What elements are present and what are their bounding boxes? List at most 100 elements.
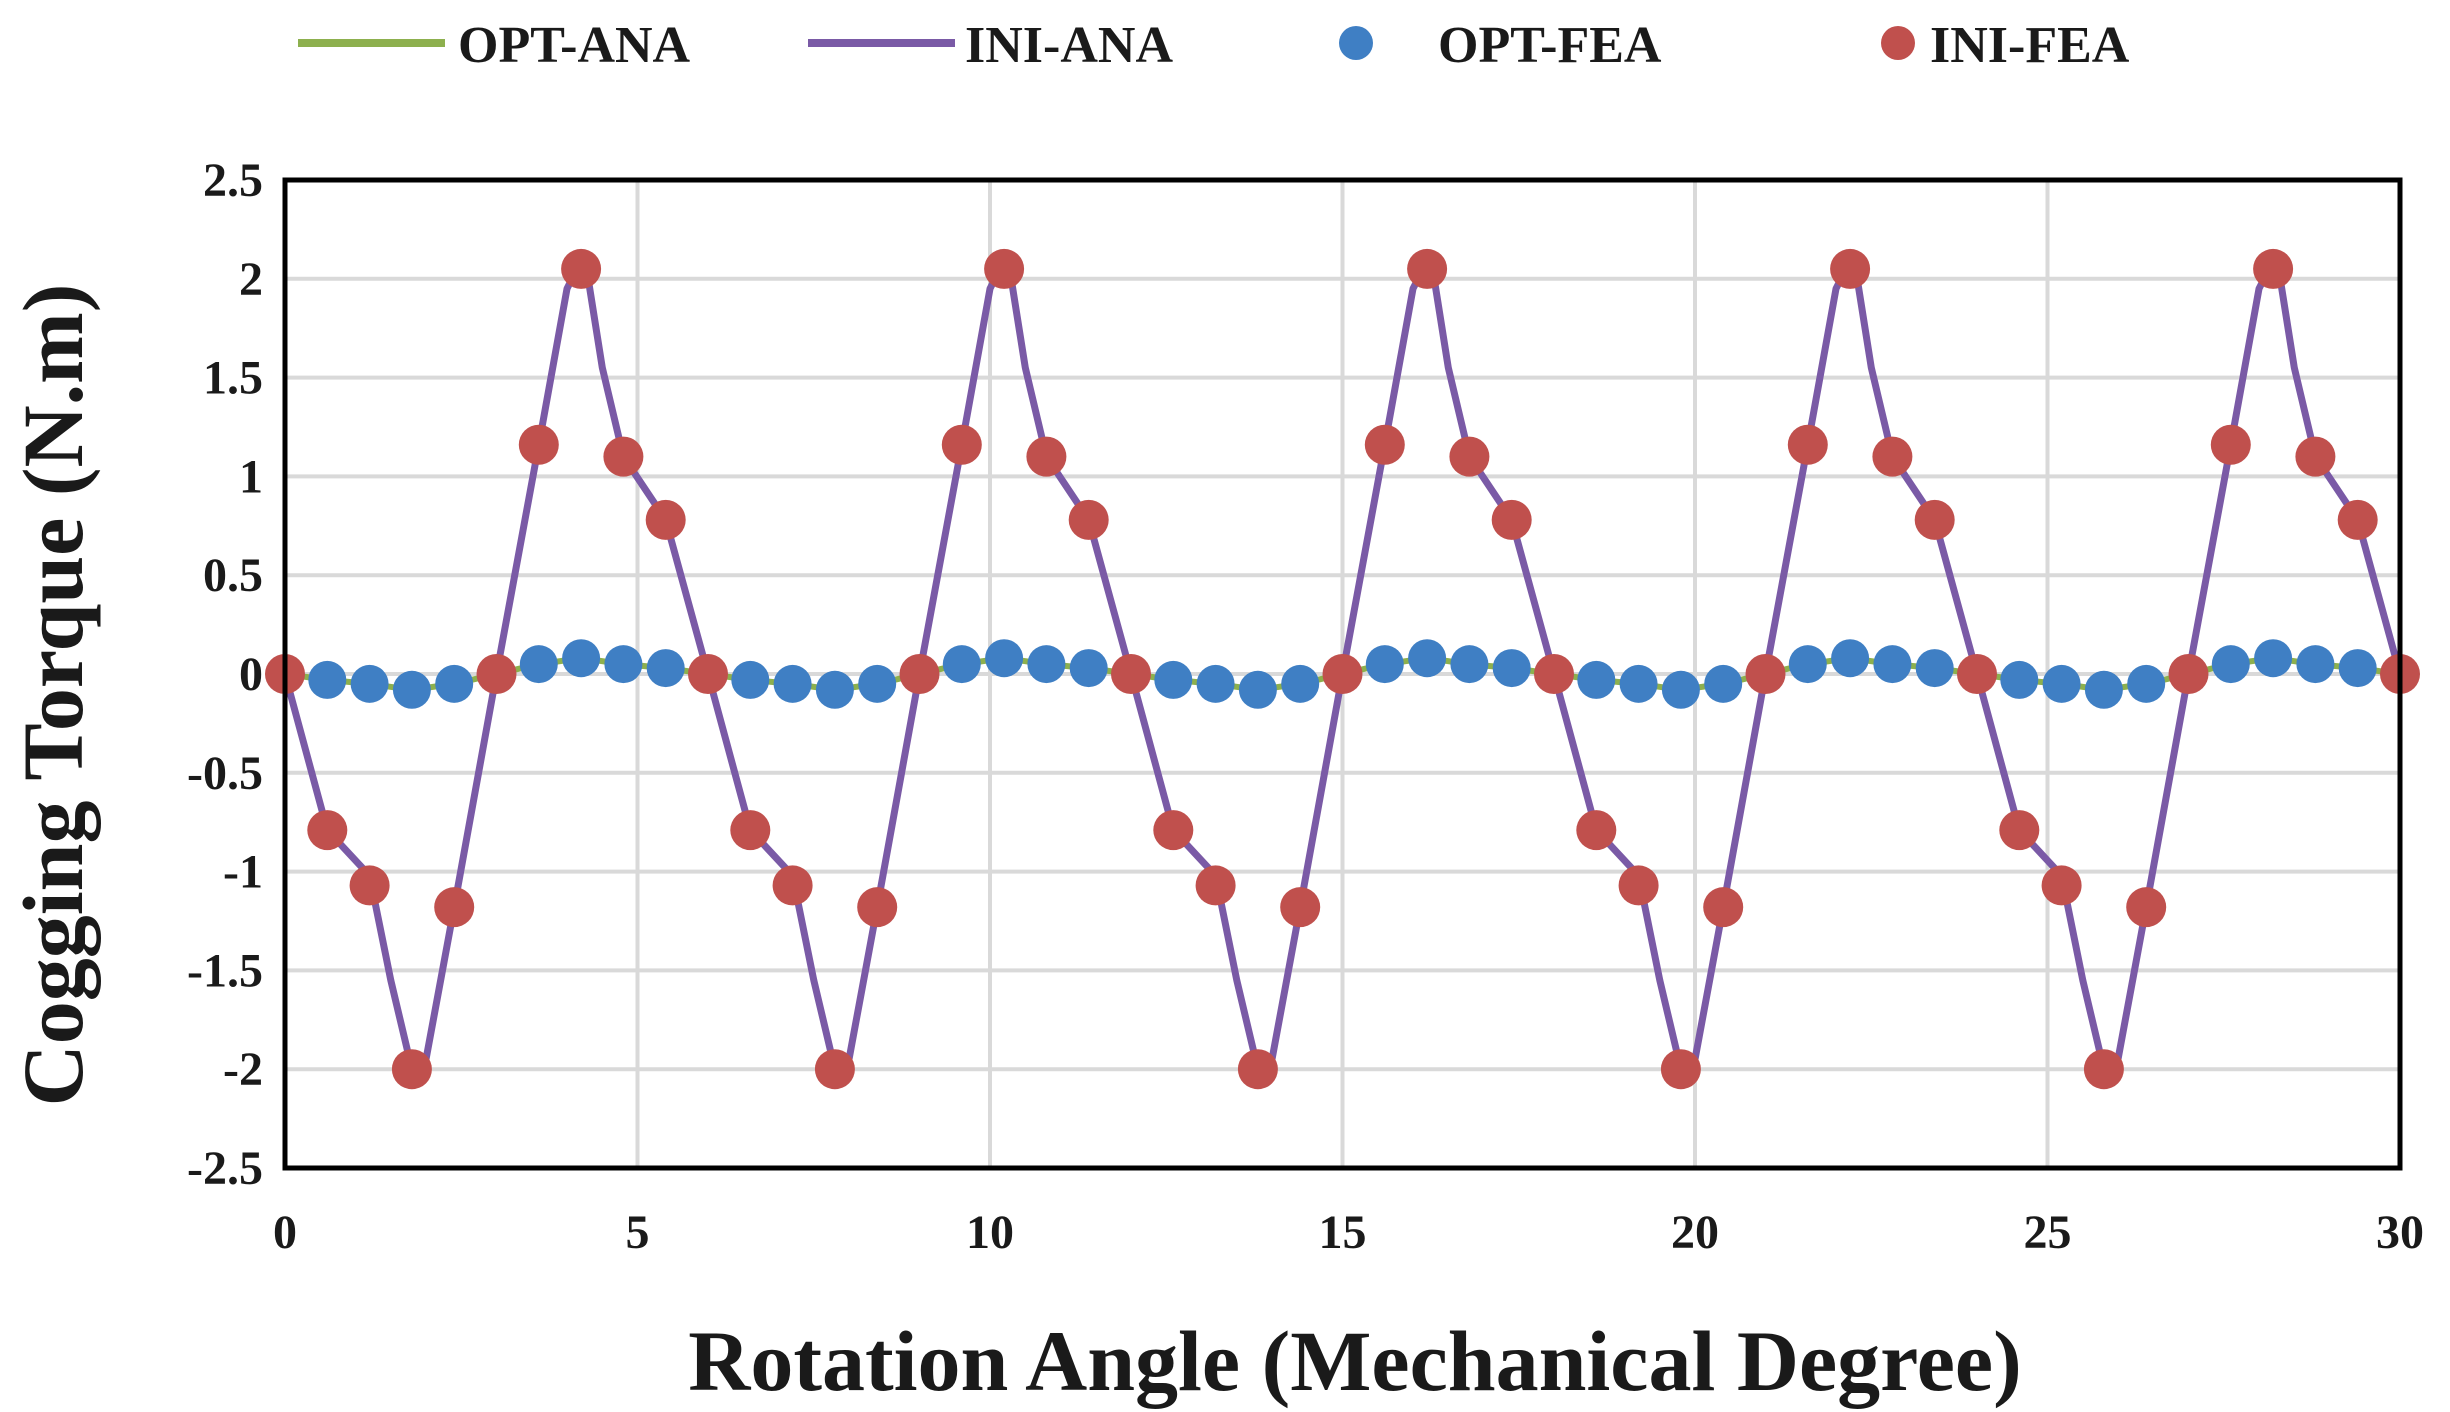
opt-fea-point — [435, 664, 474, 703]
opt-fea-point — [350, 664, 389, 703]
ini-fea-point — [1914, 499, 1955, 540]
ini-fea-point — [1618, 865, 1659, 906]
legend-label-opt-ana: OPT-ANA — [458, 17, 691, 74]
ini-fea-point — [307, 810, 348, 851]
ini-fea-point — [561, 248, 602, 289]
opt-fea-point — [562, 639, 601, 678]
opt-fea-point — [646, 649, 685, 688]
opt-fea-point — [2254, 639, 2293, 678]
opt-fea-point — [1577, 660, 1616, 699]
opt-fea-point — [1619, 664, 1658, 703]
y-tick-label: 2.5 — [203, 154, 263, 207]
series-ini-ana — [281, 265, 2404, 1077]
x-axis-title: Rotation Angle (Mechanical Degree) — [688, 1313, 2022, 1409]
ini-fea-point — [1364, 424, 1405, 465]
opt-fea-point — [1661, 670, 1700, 709]
ini-ana-line — [281, 265, 2404, 1077]
opt-fea-point — [2296, 645, 2335, 684]
ini-fea-point — [2337, 499, 2378, 540]
legend-label-ini-fea: INI-FEA — [1930, 17, 2130, 74]
ini-fea-point — [1068, 499, 1109, 540]
opt-fea-point — [1831, 639, 1870, 678]
opt-fea-point — [1704, 664, 1743, 703]
opt-fea-point — [1408, 639, 1447, 678]
opt-fea-point — [1365, 645, 1404, 684]
opt-fea-point — [519, 645, 558, 684]
ini-fea-point — [1999, 810, 2040, 851]
opt-fea-point — [1069, 649, 1108, 688]
y-tick-label: -0.5 — [187, 747, 263, 800]
ini-fea-point — [1111, 654, 1151, 694]
x-tick-label: 0 — [273, 1206, 297, 1259]
opt-fea-point — [1450, 645, 1489, 684]
opt-fea-point — [1915, 649, 1954, 688]
y-tick-label: -2 — [223, 1043, 263, 1096]
ini-fea-point — [941, 424, 982, 465]
legend-label-opt-fea: OPT-FEA — [1438, 17, 1662, 74]
ini-fea-point — [1745, 654, 1786, 694]
ini-fea-point — [857, 887, 898, 928]
x-tick-label: 5 — [626, 1206, 650, 1259]
opt-fea-point — [942, 645, 981, 684]
ini-fea-point — [1407, 248, 1448, 289]
ini-fea-point — [391, 1049, 432, 1090]
ini-fea-point — [1872, 436, 1913, 477]
ini-fea-point — [1026, 436, 1067, 477]
ini-fea-point — [688, 654, 728, 694]
opt-fea-point — [1027, 645, 1066, 684]
opt-fea-point — [1154, 660, 1193, 699]
opt-fea-point — [2338, 649, 2377, 688]
opt-fea-point — [308, 660, 347, 699]
series-ini-fea — [265, 248, 2420, 1090]
plot-area-frame — [282, 177, 2403, 1171]
ini-fea-point — [476, 654, 517, 694]
ini-fea-point — [772, 865, 813, 906]
opt-fea-point — [1281, 664, 1320, 703]
opt-fea-point — [604, 645, 643, 684]
opt-fea-point — [731, 660, 770, 699]
ini-fea-point — [2041, 865, 2082, 906]
ini-fea-point — [1703, 887, 1744, 928]
ini-fea-point — [603, 436, 644, 477]
ini-fea-point — [518, 424, 559, 465]
ini-fea-point — [1491, 499, 1532, 540]
y-axis-title: Cogging Torque (N.m) — [5, 284, 101, 1107]
opt-fea-point — [2127, 664, 2166, 703]
ini-fea-point — [1449, 436, 1490, 477]
ini-fea-point — [2168, 654, 2209, 694]
opt-fea-point — [858, 664, 897, 703]
ini-fea-point — [984, 248, 1025, 289]
ini-fea-point — [1576, 810, 1617, 851]
legend-swatch-ini-fea — [1881, 26, 1915, 60]
ini-fea-point — [2126, 887, 2167, 928]
legend-swatch-opt-fea — [1339, 26, 1373, 60]
ini-fea-point — [645, 499, 686, 540]
ini-fea-point — [2210, 424, 2251, 465]
y-tick-label: 1 — [239, 450, 263, 503]
y-tick-label: 0.5 — [203, 549, 263, 602]
legend-label-ini-ana: INI-ANA — [965, 17, 1173, 74]
y-tick-label: -2.5 — [187, 1142, 263, 1195]
opt-fea-point — [985, 639, 1024, 678]
x-tick-label: 30 — [2376, 1206, 2424, 1259]
x-tick-label: 15 — [1319, 1206, 1367, 1259]
ini-fea-point — [1322, 654, 1363, 694]
y-tick-label: 2 — [239, 253, 263, 306]
opt-fea-point — [392, 670, 431, 709]
opt-fea-point — [2000, 660, 2039, 699]
opt-fea-point — [1788, 645, 1827, 684]
ini-fea-point — [1153, 810, 1194, 851]
opt-fea-point — [1238, 670, 1277, 709]
opt-fea-point — [1196, 664, 1235, 703]
y-tick-label: -1 — [223, 846, 263, 899]
x-tick-label: 20 — [1671, 1206, 1719, 1259]
opt-fea-point — [1492, 649, 1531, 688]
opt-fea-point — [815, 670, 854, 709]
ini-fea-point — [1660, 1049, 1701, 1090]
x-tick-label: 25 — [2024, 1206, 2072, 1259]
opt-fea-point — [2042, 664, 2081, 703]
ini-fea-point — [1195, 865, 1236, 906]
ini-fea-point — [899, 654, 940, 694]
ini-fea-point — [814, 1049, 855, 1090]
